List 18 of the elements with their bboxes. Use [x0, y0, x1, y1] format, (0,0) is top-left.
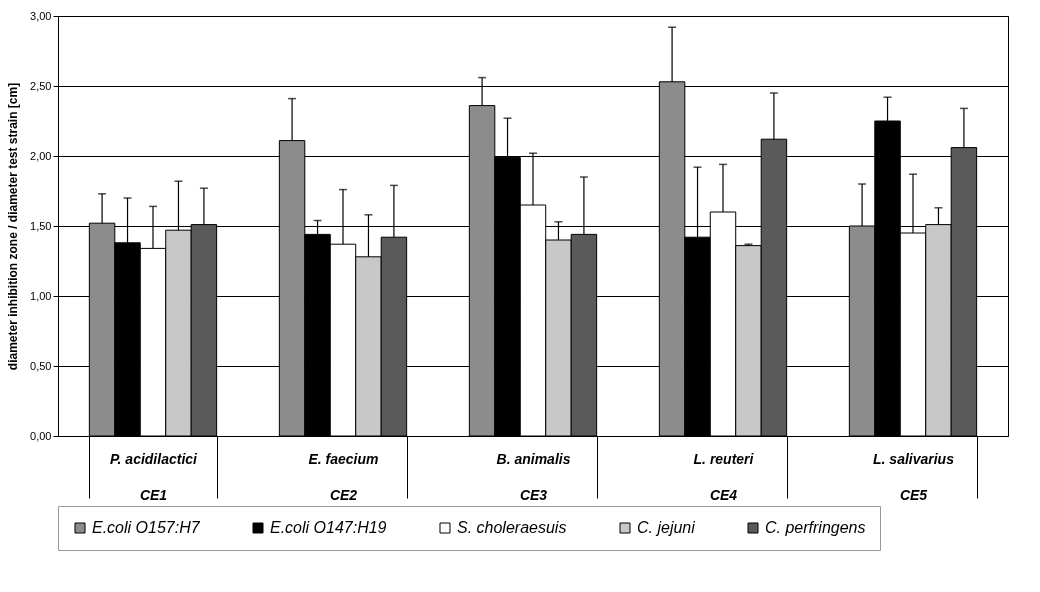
legend-label: E.coli O147:H19 [270, 519, 387, 536]
legend-label: C. jejuni [637, 519, 696, 536]
y-tick-label: 0,00 [30, 429, 52, 442]
y-tick-label: 1,00 [30, 289, 52, 302]
category-label: B. animalis CE3 [496, 450, 571, 503]
y-tick-label: 0,50 [30, 359, 52, 372]
legend-label: S. choleraesuis [457, 519, 567, 536]
legend-label: C. perfringens [765, 519, 866, 536]
y-tick-label: 2,50 [30, 79, 52, 92]
legend-label: E.coli O157:H7 [92, 519, 201, 536]
y-tick-label: 3,00 [30, 9, 52, 22]
category-label: P. acidilactici CE1 [110, 450, 197, 503]
y-tick-label: 1,50 [30, 219, 52, 232]
y-axis-title: diameter inhibition zone / diameter test strain [cm] [6, 82, 21, 371]
category-label: L. salivarius CE5 [873, 450, 954, 503]
category-label: L. reuteri CE4 [693, 450, 754, 503]
category-label: E. faecium CE2 [308, 450, 379, 503]
y-tick-label: 2,00 [30, 149, 52, 162]
